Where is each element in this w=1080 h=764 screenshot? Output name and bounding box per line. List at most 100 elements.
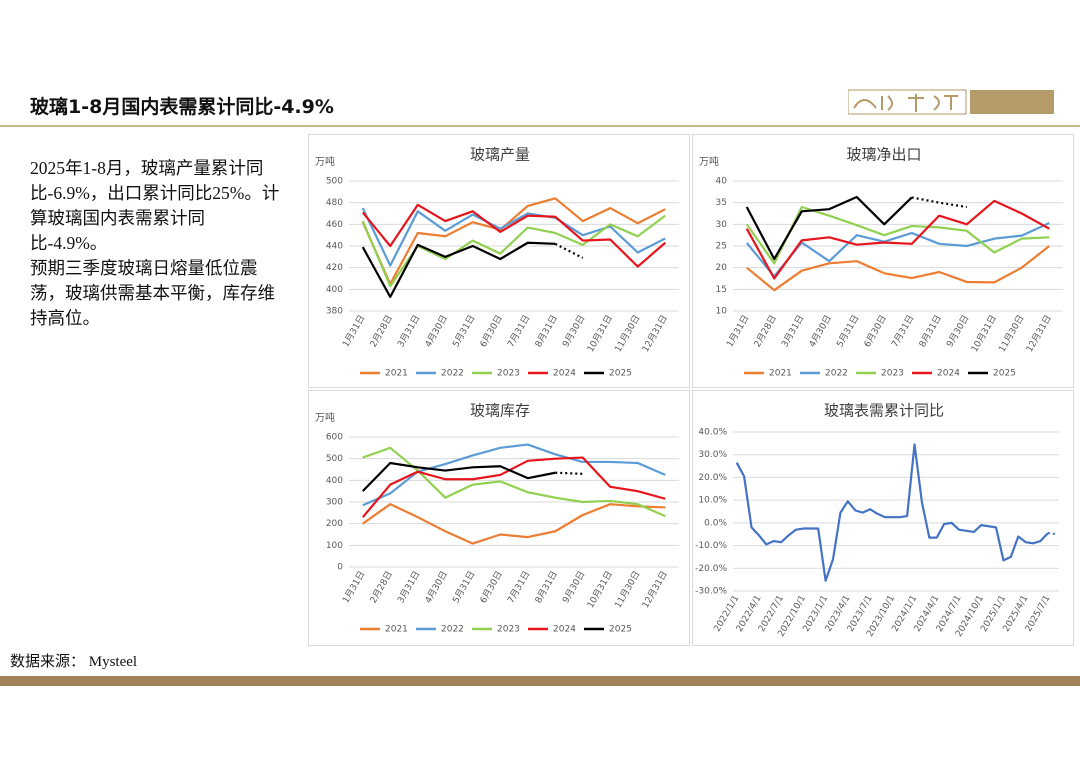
legend-label: 2021 <box>769 369 792 379</box>
y-axis-label: 万吨 <box>315 155 335 168</box>
chart-title: 玻璃表需累计同比 <box>824 402 944 420</box>
series-line <box>745 205 1050 265</box>
y-axis-label: 万吨 <box>699 155 719 168</box>
y-tick-label: 200 <box>326 519 343 529</box>
y-tick-label: 0.0% <box>704 518 727 528</box>
series-line <box>745 199 1050 280</box>
y-tick-label: 420 <box>326 263 343 273</box>
series-line <box>362 503 666 545</box>
x-tick-label: 5月31日 <box>450 313 477 349</box>
x-tick-label: 4月30日 <box>807 313 834 349</box>
header-rule <box>0 125 1080 127</box>
y-tick-label: 100 <box>326 541 343 551</box>
legend-label: 2022 <box>825 369 848 379</box>
y-tick-label: 440 <box>326 242 343 252</box>
series-line <box>361 461 556 492</box>
y-tick-label: 300 <box>326 498 343 508</box>
x-tick-label: 6月30日 <box>478 569 505 605</box>
x-tick-label: 10月31日 <box>585 313 615 354</box>
x-tick-label: 8月31日 <box>533 313 560 349</box>
legend-label: 2024 <box>937 369 960 379</box>
logo-mark <box>848 89 967 115</box>
x-tick-label: 2月28日 <box>368 569 395 605</box>
y-tick-label: 0 <box>337 563 343 573</box>
x-tick-label: 6月30日 <box>862 313 889 349</box>
series-line <box>745 195 913 261</box>
y-tick-label: -30.0% <box>695 587 727 597</box>
forecast-line <box>911 196 967 209</box>
x-tick-label: 3月31日 <box>395 313 422 349</box>
legend-label: 2024 <box>553 625 576 635</box>
y-tick-label: 600 <box>326 433 343 443</box>
x-tick-label: 1月31日 <box>340 569 367 605</box>
y-tick-label: 500 <box>326 177 343 187</box>
x-tick-label: 4月30日 <box>423 569 450 605</box>
paragraph: 2025年1-8月，玻璃产量累计同比-6.9%，出口累计同比25%。计算玻璃国内… <box>30 158 280 253</box>
series-line <box>361 197 666 286</box>
x-tick-label: 4月30日 <box>423 313 450 349</box>
x-tick-label: 12月31日 <box>640 313 670 354</box>
series-line <box>746 245 1050 292</box>
y-tick-label: 15 <box>716 285 727 295</box>
x-tick-label: 3月31日 <box>395 569 422 605</box>
y-tick-label: 380 <box>326 307 343 317</box>
legend-label: 2024 <box>553 369 576 379</box>
y-tick-label: 40.0% <box>698 428 727 438</box>
x-tick-label: 1月31日 <box>340 313 367 349</box>
x-tick-label: 2月28日 <box>752 313 779 349</box>
y-tick-label: 400 <box>326 476 343 486</box>
y-tick-label: 25 <box>716 242 727 252</box>
x-tick-label: 9月30日 <box>560 313 587 349</box>
legend-label: 2025 <box>609 625 632 635</box>
x-tick-label: 12月31日 <box>1024 313 1054 354</box>
x-tick-label: 7月31日 <box>889 313 916 349</box>
legend-label: 2025 <box>993 369 1016 379</box>
x-tick-label: 1月31日 <box>724 313 751 349</box>
forecast-line <box>555 471 583 475</box>
logo <box>848 89 1054 115</box>
slide-title: 玻璃1-8月国内表需累计同比-4.9% <box>30 96 334 118</box>
x-tick-label: 9月30日 <box>944 313 971 349</box>
y-tick-label: -20.0% <box>695 564 727 574</box>
logo-strokes <box>853 94 958 112</box>
x-tick-label: 7月31日 <box>505 569 532 605</box>
x-tick-label: 9月30日 <box>560 569 587 605</box>
x-tick-label: 11月30日 <box>997 313 1027 354</box>
legend-label: 2021 <box>385 625 408 635</box>
y-tick-label: 480 <box>326 198 343 208</box>
x-tick-label: 8月31日 <box>533 569 560 605</box>
legend-label: 2023 <box>497 625 520 635</box>
legend-label: 2022 <box>441 625 464 635</box>
y-tick-label: 500 <box>326 454 343 464</box>
series-line <box>361 207 666 267</box>
x-tick-label: 5月31日 <box>450 569 477 605</box>
series-line <box>361 456 666 518</box>
chart-title: 玻璃库存 <box>470 402 530 420</box>
legend-label: 2023 <box>497 369 520 379</box>
x-tick-label: 10月31日 <box>969 313 999 354</box>
x-tick-label: 12月31日 <box>640 569 670 610</box>
legend-label: 2022 <box>441 369 464 379</box>
series-line <box>362 443 666 507</box>
y-tick-label: 30 <box>716 220 728 230</box>
y-tick-label: 40 <box>716 177 728 187</box>
x-tick-label: 5月31日 <box>834 313 861 349</box>
x-tick-label: 3月31日 <box>779 313 806 349</box>
series-line <box>735 443 1049 582</box>
chart-title: 玻璃净出口 <box>846 146 921 164</box>
chart-panel: 玻璃表需累计同比 -30.0% -20.0% -10.0% 0.0% 10.0% 20.0%… <box>692 390 1074 646</box>
y-tick-label: 35 <box>716 198 727 208</box>
x-tick-label: 8月31日 <box>917 313 944 349</box>
source: 数据来源： Mysteel <box>10 654 138 670</box>
y-tick-label: 10 <box>716 307 728 317</box>
body-text: 2025年1-8月，玻璃产量累计同比-6.9%，出口累计同比25%。计算玻璃国内… <box>30 156 282 331</box>
y-tick-label: 10.0% <box>698 496 727 506</box>
x-tick-label: 2月28日 <box>368 313 395 349</box>
x-tick-label: 6月30日 <box>478 313 505 349</box>
x-tick-label: 11月30日 <box>613 569 643 610</box>
y-tick-label: 20.0% <box>698 473 727 483</box>
logo-block <box>970 90 1054 114</box>
